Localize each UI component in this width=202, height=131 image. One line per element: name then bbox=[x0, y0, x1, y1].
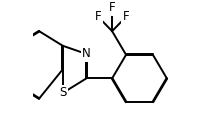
Text: N: N bbox=[82, 47, 91, 60]
Text: F: F bbox=[123, 10, 129, 23]
Text: F: F bbox=[109, 1, 115, 14]
Text: F: F bbox=[95, 10, 101, 23]
Text: S: S bbox=[59, 86, 66, 99]
